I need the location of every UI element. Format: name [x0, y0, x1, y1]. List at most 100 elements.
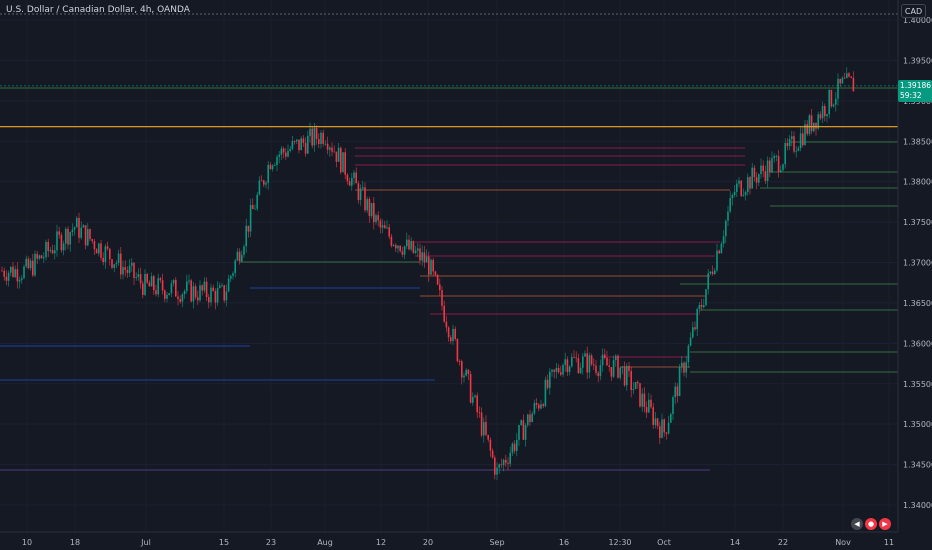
time-tick-label: Jul	[140, 538, 151, 547]
candle-body	[144, 274, 146, 295]
candle-body	[399, 245, 401, 252]
candle-body	[806, 124, 808, 134]
candle-body	[117, 253, 120, 263]
candle-body	[309, 128, 311, 137]
scroll-left-button[interactable]: ◀	[851, 518, 863, 530]
candle-body	[291, 141, 294, 149]
candle-body	[157, 278, 159, 295]
candle-body	[575, 357, 577, 359]
candle-body	[579, 367, 582, 374]
time-tick-label: 23	[266, 538, 276, 547]
candle-body	[364, 187, 366, 211]
candle-body	[637, 382, 639, 384]
candle-body	[166, 294, 168, 299]
symbol-title: U.S. Dollar / Canadian Dollar, 4h, OANDA	[6, 5, 190, 15]
candle-body	[161, 280, 164, 291]
candle-body	[423, 252, 426, 263]
candle-body	[678, 367, 681, 397]
candle-body	[168, 293, 170, 295]
candle-body	[221, 285, 223, 287]
candle-body	[115, 262, 118, 265]
candle-body	[439, 284, 441, 291]
candle-body	[300, 138, 302, 151]
price-tick-label: 1.34000	[903, 501, 932, 510]
candle-body	[630, 370, 632, 391]
candle-body	[172, 279, 175, 284]
reset-button[interactable]: ●	[865, 518, 877, 530]
candle-body	[764, 171, 767, 182]
candle-body	[670, 413, 672, 423]
candle-body	[850, 76, 852, 78]
candle-body	[626, 365, 628, 386]
candle-body	[601, 354, 604, 366]
candle-body	[403, 246, 406, 255]
candle-body	[582, 356, 584, 368]
candle-body	[153, 276, 155, 291]
candle-body	[458, 361, 461, 362]
candle-body	[615, 355, 617, 361]
candle-body	[667, 422, 670, 434]
currency-button[interactable]: CAD	[901, 4, 926, 18]
candle-body	[12, 266, 14, 278]
candle-body	[234, 260, 236, 274]
candle-body	[355, 172, 357, 184]
candle-body	[731, 194, 734, 199]
last-price-value: 1.39186	[900, 81, 932, 90]
candle-body	[326, 143, 329, 150]
candle-body	[159, 278, 162, 281]
candle-body	[170, 283, 173, 294]
candle-body	[441, 290, 443, 306]
candle-body	[421, 252, 423, 261]
candle-body	[566, 359, 569, 372]
candle-body	[610, 367, 613, 377]
candle-body	[419, 248, 421, 261]
candle-body	[260, 180, 263, 182]
candle-body	[126, 269, 129, 273]
candle-body	[621, 366, 624, 368]
price-tick-label: 1.38500	[903, 137, 932, 146]
candle-body	[606, 357, 608, 366]
candle-body	[194, 286, 197, 298]
candle-body	[289, 148, 291, 151]
candle-body	[89, 229, 91, 240]
candle-body	[230, 275, 232, 279]
candle-body	[819, 114, 822, 119]
candle-body	[643, 393, 646, 408]
candle-body	[287, 150, 289, 157]
candle-body	[340, 147, 342, 173]
candle-body	[388, 227, 390, 237]
price-tick-label: 1.40000	[903, 16, 932, 25]
candle-body	[494, 457, 496, 475]
candle-body	[208, 297, 210, 303]
candle-body	[500, 464, 503, 466]
scroll-right-button[interactable]: ▶	[879, 518, 891, 530]
candle-body	[599, 365, 602, 377]
candle-body	[32, 260, 34, 276]
candle-body	[390, 236, 393, 246]
candle-body	[491, 450, 494, 458]
candle-body	[681, 362, 683, 368]
candle-body	[333, 151, 335, 153]
time-tick-label: 18	[70, 538, 80, 547]
bar-countdown: 59:32	[900, 91, 922, 100]
candle-body	[139, 274, 142, 284]
candle-body	[254, 208, 256, 210]
candle-body	[324, 143, 327, 145]
candle-body	[852, 77, 855, 92]
candle-body	[265, 182, 267, 185]
time-tick-label: Nov	[835, 538, 851, 547]
candle-body	[483, 422, 485, 436]
candle-body	[498, 464, 500, 468]
candle-body	[808, 115, 811, 134]
candle-body	[516, 439, 518, 451]
candle-body	[410, 241, 412, 250]
candle-body	[225, 291, 228, 301]
candle-body	[454, 328, 456, 339]
candle-body	[188, 280, 190, 282]
candle-body	[175, 279, 177, 297]
candle-body	[274, 165, 276, 166]
candle-body	[848, 73, 850, 77]
candle-body	[164, 290, 166, 299]
candle-body	[476, 395, 478, 413]
